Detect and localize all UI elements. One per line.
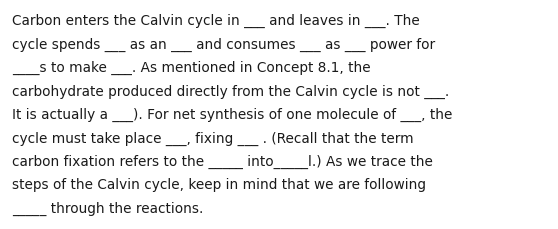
Text: cycle must take place ___, fixing ___ . (Recall that the term: cycle must take place ___, fixing ___ . … [12, 131, 413, 145]
Text: carbohydrate produced directly from the Calvin cycle is not ___.: carbohydrate produced directly from the … [12, 84, 449, 98]
Text: ____s to make ___. As mentioned in Concept 8.1, the: ____s to make ___. As mentioned in Conce… [12, 61, 371, 75]
Text: It is actually a ___). For net synthesis of one molecule of ___, the: It is actually a ___). For net synthesis… [12, 108, 453, 122]
Text: Carbon enters the Calvin cycle in ___ and leaves in ___. The: Carbon enters the Calvin cycle in ___ an… [12, 14, 420, 28]
Text: steps of the Calvin cycle, keep in mind that we are following: steps of the Calvin cycle, keep in mind … [12, 178, 426, 192]
Text: cycle spends ___ as an ___ and consumes ___ as ___ power for: cycle spends ___ as an ___ and consumes … [12, 37, 435, 52]
Text: carbon fixation refers to the _____ into_____l.) As we trace the: carbon fixation refers to the _____ into… [12, 154, 433, 168]
Text: _____ through the reactions.: _____ through the reactions. [12, 201, 203, 215]
